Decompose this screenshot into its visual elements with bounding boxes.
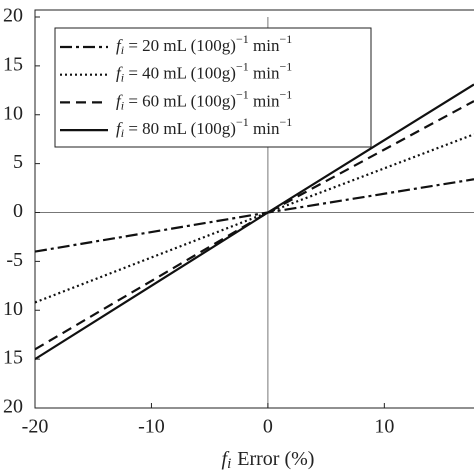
legend-superscript: −1 xyxy=(279,32,292,46)
legend-superscript: −1 xyxy=(236,32,249,46)
axes-box xyxy=(34,9,474,409)
legend-symbol: f xyxy=(116,91,123,110)
legend-subscript: i xyxy=(121,43,124,57)
legend-superscript: −1 xyxy=(279,115,292,129)
legend-superscript: −1 xyxy=(236,115,249,129)
x-tick-label: -10 xyxy=(138,416,165,438)
legend-subscript: i xyxy=(121,70,124,84)
x-label-symbol: f xyxy=(222,448,230,470)
legend-text: = 20 mL (100g) xyxy=(124,36,236,55)
legend-text: = 40 mL (100g) xyxy=(124,64,236,83)
x-tick-label: -20 xyxy=(22,416,49,438)
legend-superscript: −1 xyxy=(279,59,292,73)
legend-superscript: −1 xyxy=(236,59,249,73)
y-tick-label: 5 xyxy=(13,151,23,173)
legend-symbol: f xyxy=(116,119,123,138)
legend-label: fi = 60 mL (100g)−1 min−1 xyxy=(116,87,292,112)
x-label-text: Error (%) xyxy=(237,448,314,470)
legend-symbol: f xyxy=(116,36,123,55)
y-tick-label: 15 xyxy=(3,347,23,369)
x-axis-label: fi Error (%) xyxy=(222,448,315,473)
legend-text: min xyxy=(249,119,280,138)
y-tick-label: -5 xyxy=(6,249,23,271)
y-tick-label: 15 xyxy=(3,53,23,75)
x-label-subscript: i xyxy=(227,456,231,472)
legend-text: min xyxy=(249,36,280,55)
y-tick-label: 10 xyxy=(3,298,23,320)
legend-subscript: i xyxy=(121,98,124,112)
y-tick-label: 10 xyxy=(3,102,23,124)
legend-text: min xyxy=(249,91,280,110)
y-tick-label: 0 xyxy=(13,200,23,222)
x-tick-label: 0 xyxy=(263,416,273,438)
legend-label: fi = 40 mL (100g)−1 min−1 xyxy=(116,59,292,84)
y-tick-label: 20 xyxy=(3,5,23,27)
legend: fi = 20 mL (100g)−1 min−1fi = 40 mL (100… xyxy=(54,27,372,148)
series-line xyxy=(35,133,474,304)
legend-label: fi = 80 mL (100g)−1 min−1 xyxy=(116,115,292,140)
series-line xyxy=(35,178,474,253)
x-tick-label: 10 xyxy=(374,416,394,438)
legend-superscript: −1 xyxy=(236,87,249,101)
legend-superscript: −1 xyxy=(279,87,292,101)
legend-text: = 60 mL (100g) xyxy=(124,91,236,110)
legend-text: min xyxy=(249,64,280,83)
legend-label: fi = 20 mL (100g)−1 min−1 xyxy=(116,32,292,57)
legend-subscript: i xyxy=(121,126,124,140)
y-tick-label: 20 xyxy=(3,396,23,418)
legend-text: = 80 mL (100g) xyxy=(124,119,236,138)
series-line xyxy=(35,83,474,361)
legend-symbol: f xyxy=(116,64,123,83)
